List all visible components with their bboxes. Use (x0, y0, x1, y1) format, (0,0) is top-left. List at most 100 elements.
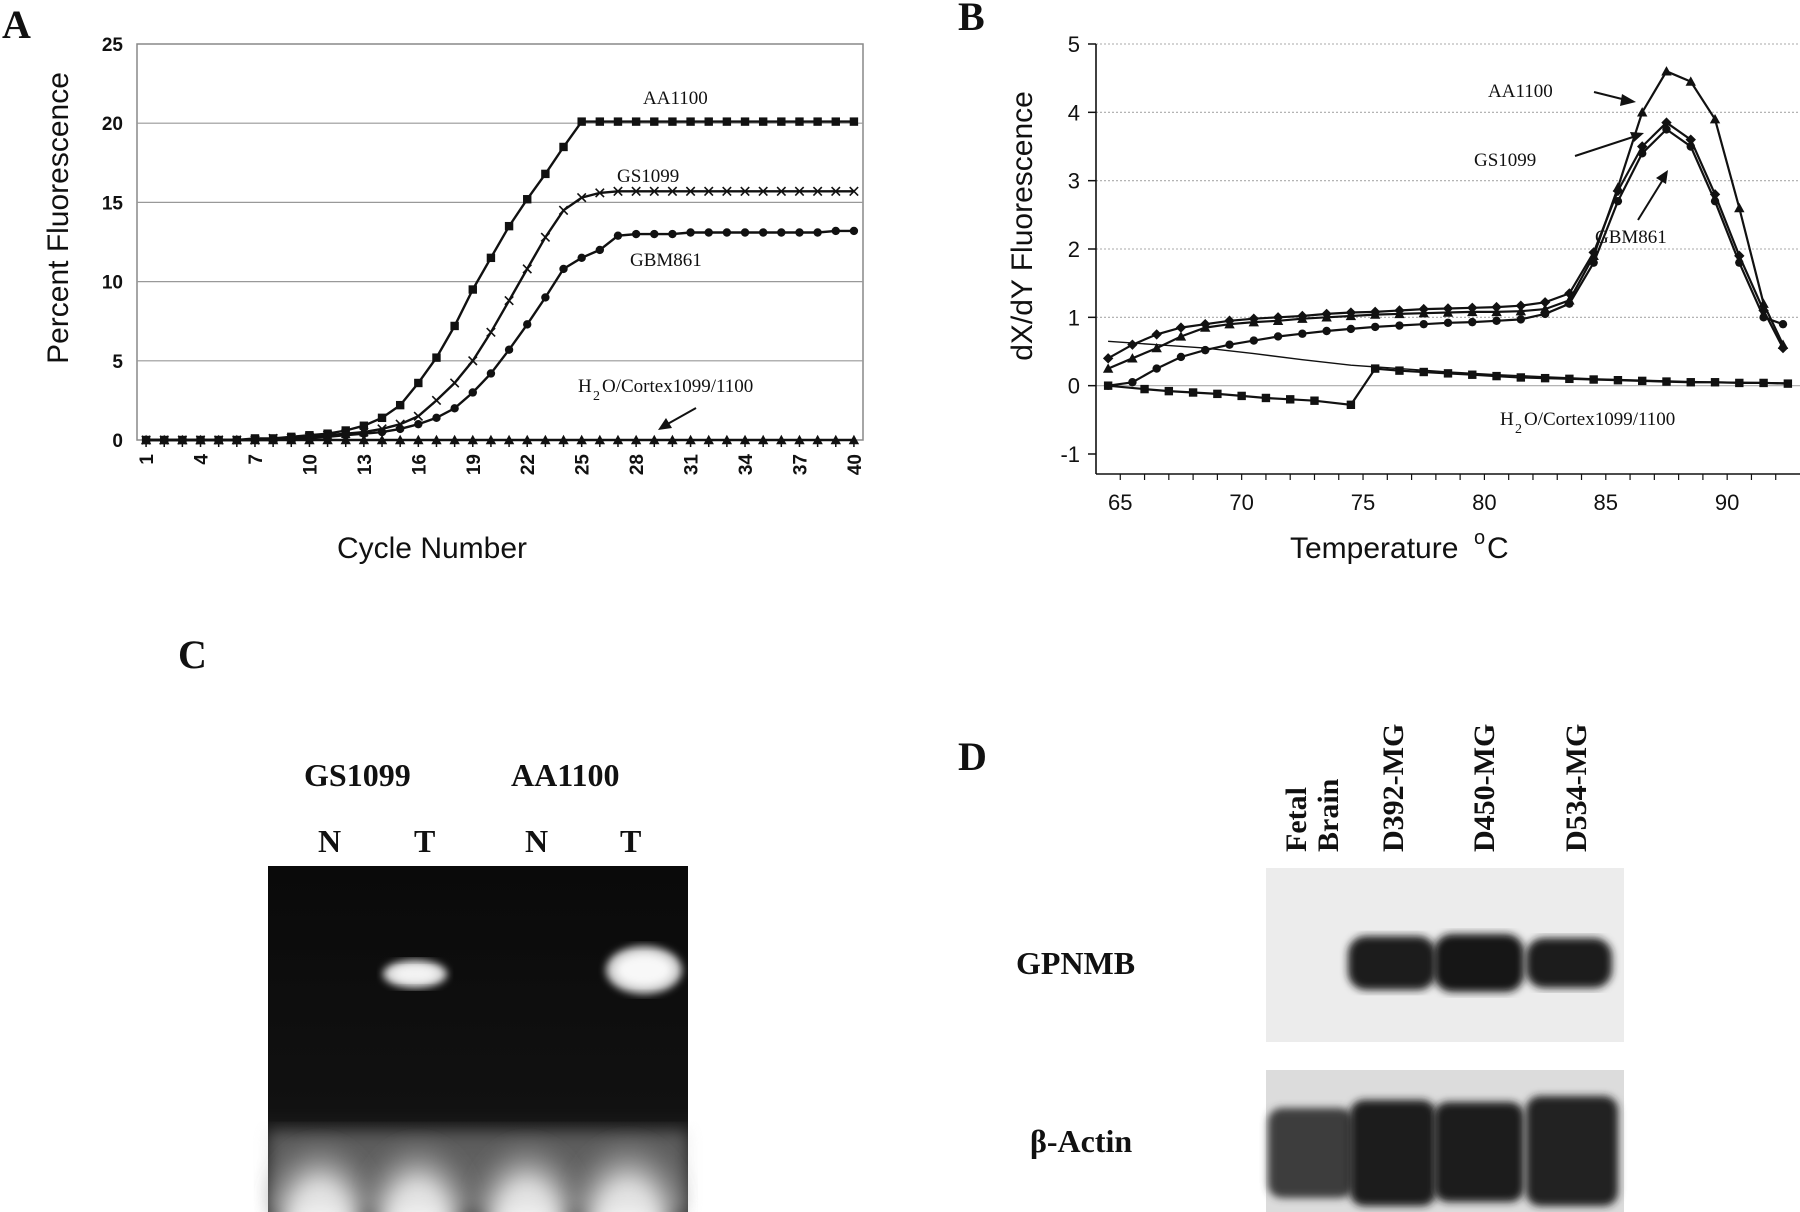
panel-a-xtick-label: 22 (518, 454, 539, 475)
panel-b-point (1175, 322, 1187, 333)
panel-a-ytick-label: 5 (112, 352, 123, 373)
panel-b-point (1249, 336, 1258, 345)
panel-b-point (1468, 317, 1477, 327)
panel-b-point (1662, 125, 1671, 134)
panel-b-ytick-label: 0 (1068, 374, 1080, 399)
panel-a-point (849, 117, 859, 126)
panel-a-series-3 (140, 434, 860, 445)
western-blot-gpnmb (1266, 868, 1624, 1042)
panel-b-point (1516, 315, 1526, 324)
panel-d: D Fetal Brain D392-MG D450-MG D534-MG GP… (958, 724, 1624, 1212)
panel-b-xtick-label: 85 (1594, 490, 1618, 515)
panel-a-series-1 (141, 186, 859, 445)
panel-b-point (1516, 373, 1526, 382)
panel-a-xlabel: Cycle Number (337, 532, 527, 565)
blot-lane-4-label: D534-MG (1560, 724, 1593, 852)
panel-b-point (1345, 307, 1357, 318)
panel-b-point (1151, 342, 1162, 353)
agarose-gel-image (265, 866, 688, 1212)
panel-a-point (376, 434, 388, 445)
blot-row-actin: β-Actin (1030, 1123, 1132, 1159)
panel-b-point (1638, 149, 1647, 158)
gel-lane-1-label: N (318, 823, 341, 859)
panel-b-point (1164, 386, 1174, 396)
panel-a-point (595, 188, 605, 198)
panel-b-ytick-label: 3 (1068, 169, 1080, 194)
panel-a-point (467, 434, 478, 445)
panel-a-point (831, 117, 840, 126)
panel-a-point (650, 117, 659, 126)
svg-text:C: C (1487, 532, 1509, 565)
panel-a-series-line (146, 229, 854, 442)
panel-a-point (686, 117, 695, 126)
panel-a-point (613, 117, 623, 126)
panel-b-ylabel: dX/dY Fluorescence (1006, 91, 1039, 361)
panel-b-ytick-label: 5 (1068, 32, 1080, 57)
panel-a-xtick-label: 19 (464, 454, 485, 475)
panel-b-ytick-label: -1 (1060, 442, 1080, 467)
panel-a-xtick-label: 13 (355, 454, 376, 475)
panel-b-plot: -1 0 1 2 3 4 5 65 70 75 80 85 90 (1060, 32, 1800, 515)
panel-a-point (450, 321, 459, 331)
panel-b-point (1710, 196, 1720, 206)
panel-b-arrows (1574, 91, 1668, 221)
panel-a-point (413, 434, 424, 445)
panel-b-point (1467, 302, 1478, 313)
panel-a-point (739, 434, 751, 445)
svg-text:Brain: Brain (1312, 778, 1345, 852)
panel-b-point (1612, 185, 1624, 197)
panel-a-point (685, 186, 696, 197)
panel-b-point (1297, 310, 1308, 322)
panel-b-point (1322, 326, 1331, 336)
panel-a-point (831, 186, 841, 197)
panel-b-point (1468, 370, 1477, 379)
panel-a-point (213, 434, 224, 445)
panel-a-point (450, 404, 459, 413)
gel-lane-4-label: T (620, 823, 641, 859)
panel-b-point (1515, 300, 1527, 311)
panel-a-point (504, 221, 514, 231)
panel-b-point (1637, 107, 1648, 117)
panel-b-point (1102, 353, 1114, 364)
panel-b-point (1273, 332, 1283, 341)
panel-a-series-2 (141, 226, 859, 445)
panel-b-point (1564, 288, 1575, 299)
panel-b-point (1128, 378, 1137, 387)
panel-a-point (740, 117, 750, 126)
panel-a-label-aa1100: AA1100 (643, 88, 708, 109)
panel-a-point (522, 264, 532, 274)
panel-d-letter: D (958, 734, 987, 779)
panel-a-point (359, 421, 369, 430)
panel-b-xtick-label: 65 (1108, 490, 1132, 515)
panel-a-point (449, 378, 460, 388)
panel-a-xtick-label: 28 (627, 454, 648, 475)
panel-a-point (486, 253, 496, 263)
panel-b-point (1152, 364, 1161, 373)
panel-b-point (1418, 303, 1429, 315)
panel-a-point (559, 142, 568, 152)
panel-a-point (359, 429, 369, 438)
panel-a-point (377, 427, 387, 437)
panel-a-point (777, 117, 786, 126)
panel-a-point (231, 434, 243, 445)
panel-a-ytick-label: 10 (102, 273, 123, 294)
panel-b-point (1540, 373, 1550, 383)
panel-a-point (740, 228, 750, 237)
panel-b-series-line (1108, 340, 1788, 384)
gel-lane-2-label: T (414, 823, 435, 859)
panel-a-point (722, 228, 732, 237)
panel-a-point (341, 426, 350, 435)
panel-a-arrow (658, 407, 697, 430)
panel-a: A Percent Fluorescence Cycle Number 0 5 10… (2, 2, 866, 565)
panel-a-ytick-label: 25 (102, 35, 124, 56)
panel-a-point (703, 434, 714, 445)
panel-a-point (449, 434, 460, 445)
panel-b-point (1176, 352, 1186, 362)
panel-a-xtick-label: 16 (409, 454, 430, 475)
panel-b-ytick-label: 2 (1068, 237, 1080, 262)
panel-a-point (540, 232, 551, 243)
panel-b-point (1272, 312, 1284, 323)
panel-b-point (1224, 315, 1235, 326)
panel-a-point (195, 434, 206, 445)
